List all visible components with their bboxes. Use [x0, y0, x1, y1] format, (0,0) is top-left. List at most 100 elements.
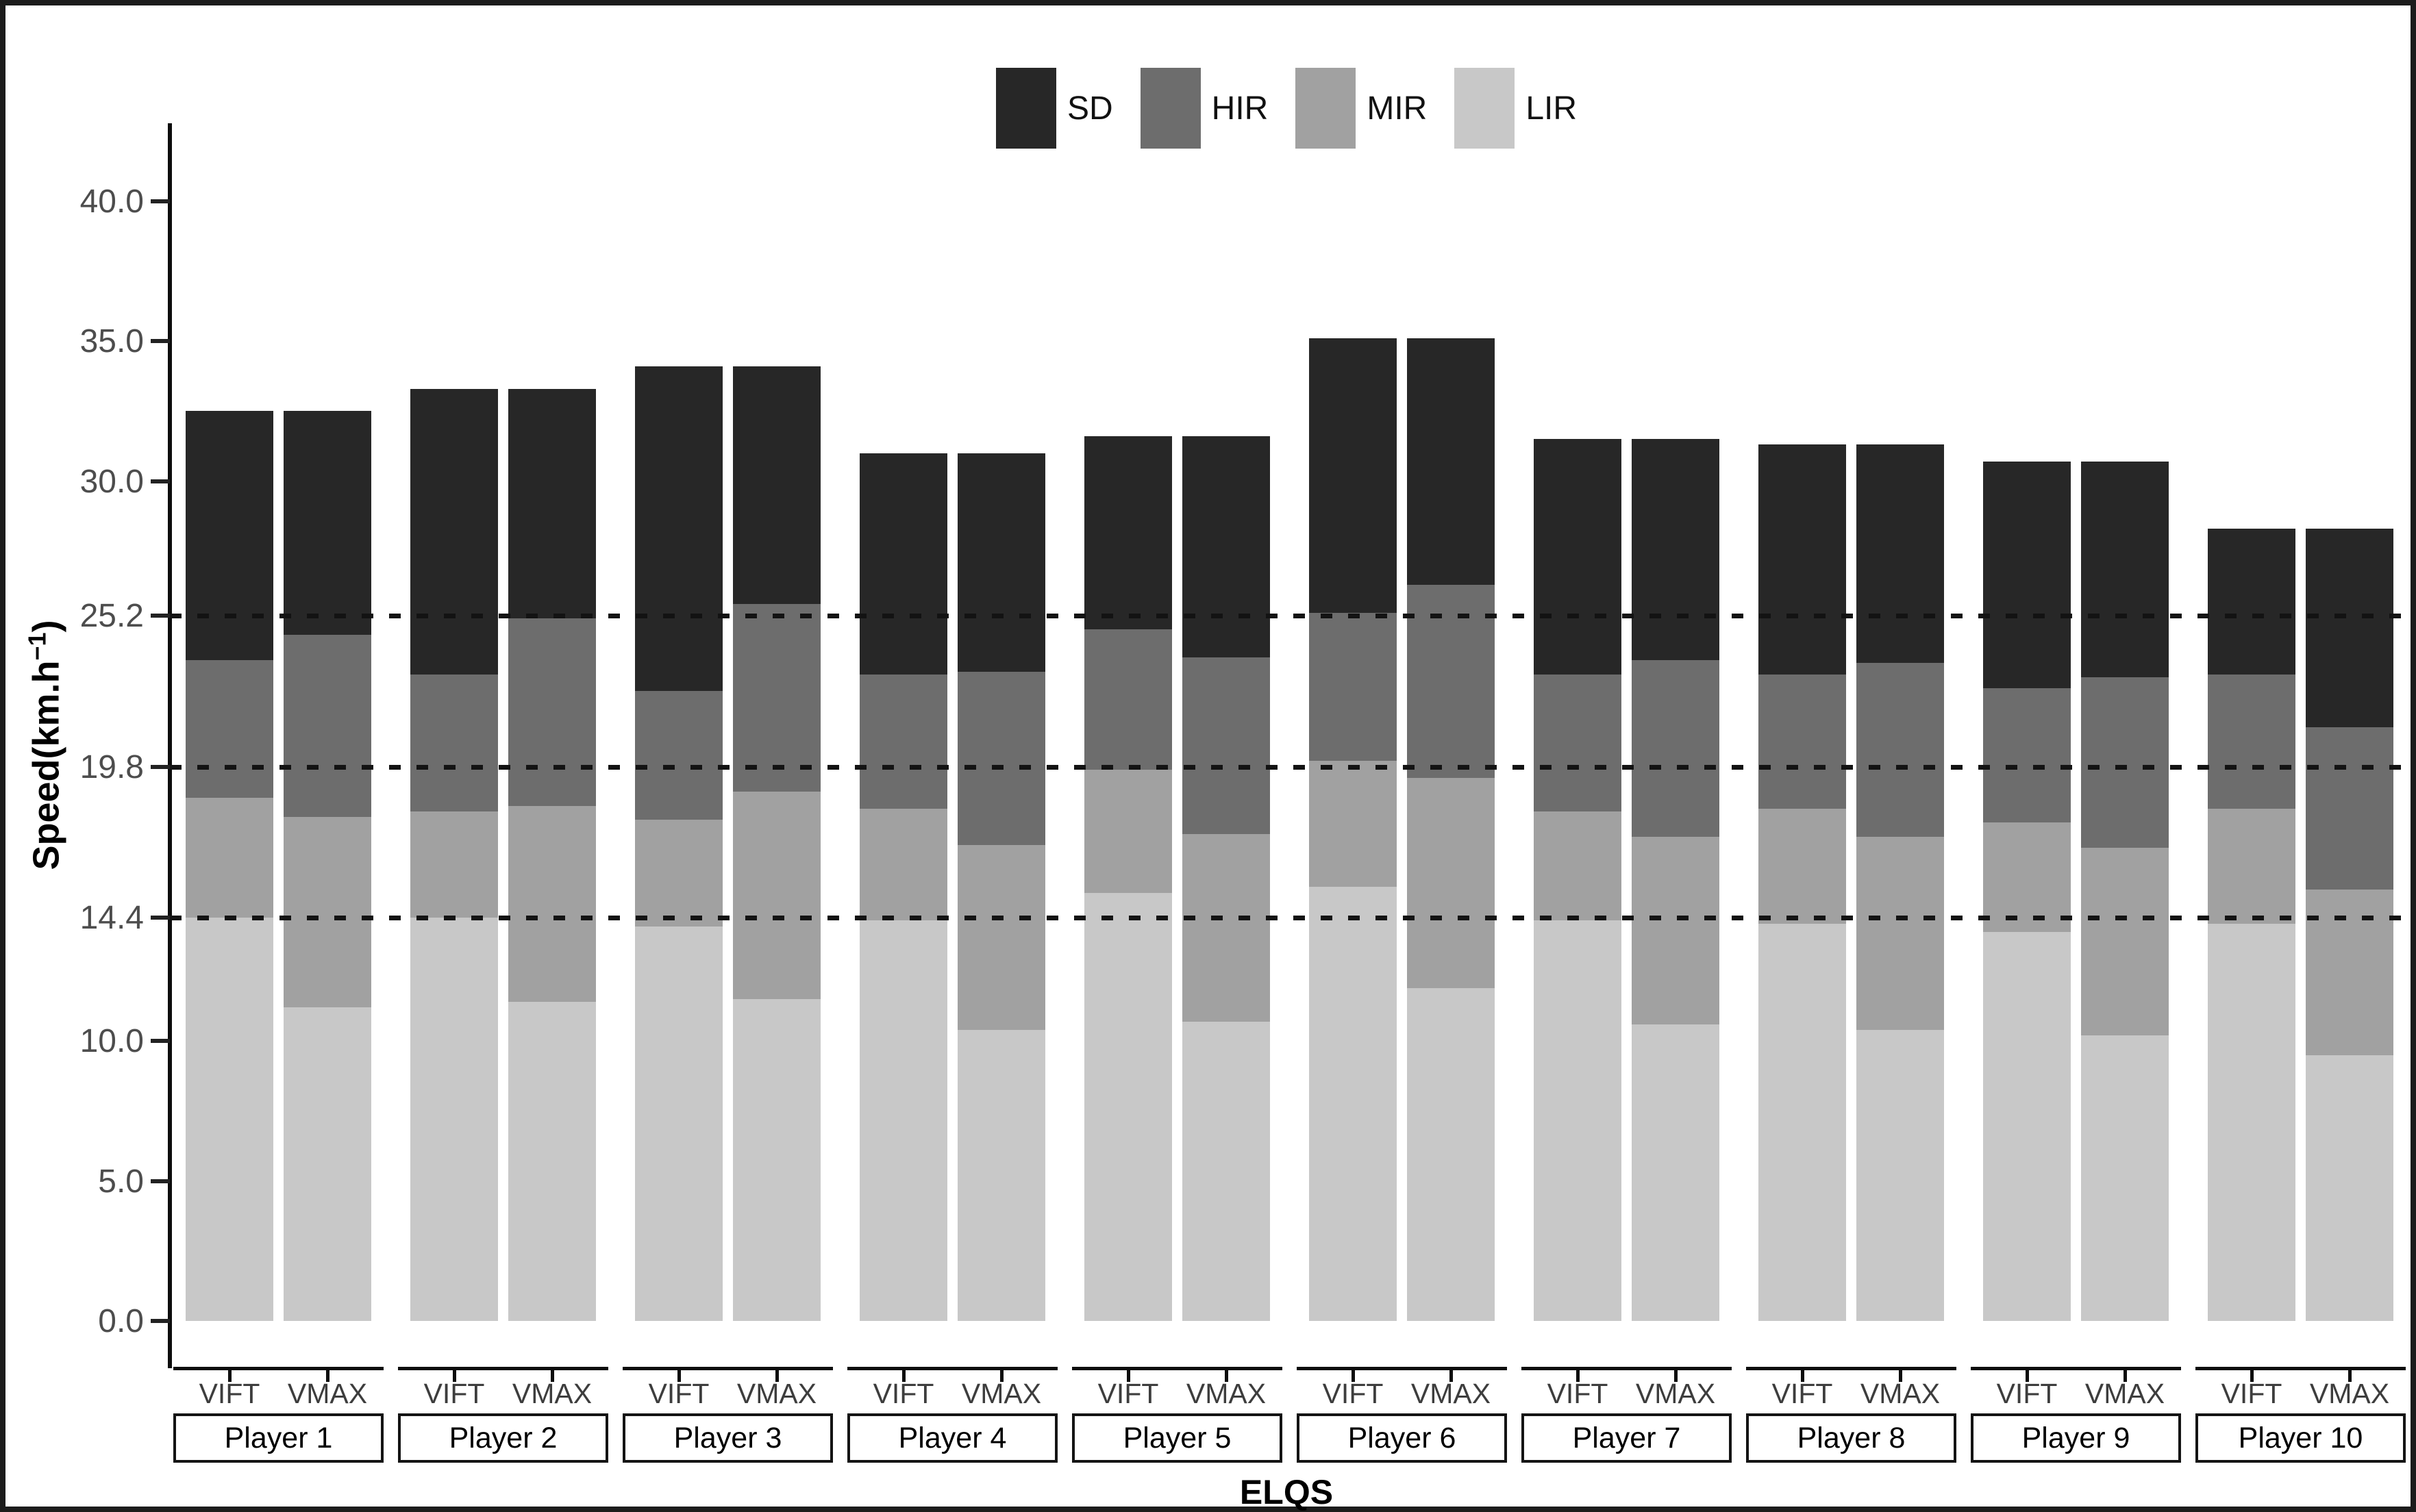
bar-segment-lir [1309, 887, 1397, 1321]
bar-segment-sd [1758, 444, 1846, 675]
facet-axis-tick [1899, 1367, 1902, 1382]
player-strip-box: Player 6 [1297, 1413, 1507, 1463]
player-strip-box: Player 9 [1971, 1413, 2181, 1463]
y-axis-tick-label: 19.8 [79, 748, 144, 785]
facet-axis-tick [228, 1367, 232, 1382]
y-axis-tick [151, 916, 170, 920]
player-strip-label: Player 3 [673, 1421, 782, 1454]
bar-vift-player-7 [1534, 439, 1621, 1321]
player-strip-label: Player 6 [1347, 1421, 1456, 1454]
player-strip-label: Player 10 [2238, 1421, 2363, 1454]
player-strip-box: Player 5 [1072, 1413, 1282, 1463]
x-axis-bar-label: VIFT [1322, 1378, 1384, 1409]
player-strip-label: Player 1 [224, 1421, 333, 1454]
y-axis-tick [151, 1319, 170, 1323]
bar-segment-mir [1407, 777, 1495, 988]
bar-segment-mir [2081, 848, 2169, 1036]
bar-segment-hir [2208, 674, 2295, 809]
bar-segment-sd [1632, 439, 1719, 661]
bar-segment-hir [1084, 629, 1172, 770]
player-strip-box: Player 1 [173, 1413, 384, 1463]
facet-axis-tick [775, 1367, 779, 1382]
bar-segment-mir [1084, 769, 1172, 893]
bar-segment-lir [1534, 920, 1621, 1321]
bar-segment-lir [508, 1001, 596, 1321]
bar-segment-mir [1632, 836, 1719, 1024]
facet-axis-tick [902, 1367, 906, 1382]
bar-vmax-player-6 [1407, 338, 1495, 1321]
x-axis-bar-label: VMAX [1186, 1378, 1267, 1409]
bar-segment-sd [1084, 436, 1172, 630]
bar-segment-sd [860, 453, 947, 675]
bar-segment-sd [410, 388, 498, 675]
x-axis-bar-label: VIFT [199, 1378, 260, 1409]
bar-segment-lir [1182, 1021, 1270, 1321]
bar-segment-mir [410, 811, 498, 918]
plot-area: 0.0 5.0 10.0 14.4 19.8 25.2 30.0 35.0 40.0 VIFT VM… [5, 5, 2411, 1507]
bar-segment-hir [410, 674, 498, 811]
legend-item-sd: SD [995, 68, 1113, 149]
facet-axis-line [1971, 1367, 2181, 1370]
y-axis-tick [151, 479, 170, 483]
facet-axis-tick [2124, 1367, 2127, 1382]
bar-segment-lir [2306, 1055, 2393, 1321]
bar-segment-lir [1632, 1024, 1719, 1321]
x-axis-bar-label: VMAX [287, 1378, 368, 1409]
bar-segment-lir [186, 918, 273, 1321]
bar-segment-hir [1309, 612, 1397, 761]
facet-axis-line [1297, 1367, 1507, 1370]
facet-axis-line [398, 1367, 608, 1370]
legend-item-hir: HIR [1140, 68, 1269, 149]
legend-label-hir: HIR [1211, 90, 1269, 127]
x-axis-bar-label: VIFT [1771, 1378, 1833, 1409]
bar-segment-mir [958, 845, 1045, 1030]
bar-vmax-player-4 [958, 453, 1045, 1321]
bar-vift-player-1 [186, 411, 273, 1321]
y-axis-tick-label: 14.4 [79, 900, 144, 937]
bar-segment-sd [1534, 439, 1621, 675]
bar-vmax-player-5 [1182, 436, 1270, 1321]
legend-swatch-mir [1295, 68, 1356, 149]
bar-segment-mir [186, 797, 273, 918]
bar-segment-mir [284, 817, 371, 1008]
legend-swatch-hir [1140, 68, 1201, 149]
bar-vift-player-9 [1983, 461, 2071, 1321]
player-strip-box: Player 2 [398, 1413, 608, 1463]
bar-segment-mir [635, 820, 723, 927]
facet-axis-tick [1674, 1367, 1678, 1382]
x-axis-bar-label: VMAX [1410, 1378, 1491, 1409]
bar-segment-mir [2208, 808, 2295, 924]
bar-segment-lir [1983, 931, 2071, 1321]
x-axis-bar-label: VMAX [2309, 1378, 2390, 1409]
facet-axis-tick [453, 1367, 456, 1382]
bar-vmax-player-10 [2306, 529, 2393, 1321]
legend-item-lir: LIR [1454, 68, 1577, 149]
player-strip-label: Player 2 [449, 1421, 558, 1454]
bar-vmax-player-1 [284, 411, 371, 1321]
facet-axis-line [623, 1367, 833, 1370]
bar-segment-hir [1534, 674, 1621, 811]
facet-axis-line [1521, 1367, 1732, 1370]
bar-segment-lir [1856, 1029, 1944, 1321]
y-axis-tick-label: 40.0 [79, 183, 144, 220]
facet-axis-tick [2250, 1367, 2254, 1382]
player-strip-label: Player 9 [2021, 1421, 2130, 1454]
bar-segment-sd [635, 366, 723, 692]
y-axis-tick-label: 35.0 [79, 323, 144, 360]
facet-axis-tick [1000, 1367, 1004, 1382]
bar-segment-mir [1856, 836, 1944, 1030]
facet-axis-tick [1225, 1367, 1228, 1382]
bar-segment-hir [860, 674, 947, 809]
x-axis-bar-label: VMAX [736, 1378, 817, 1409]
x-axis-bar-label: VMAX [512, 1378, 593, 1409]
bar-vift-player-10 [2208, 529, 2295, 1321]
x-axis-title: ELQS [1239, 1473, 1334, 1511]
y-axis-tick [151, 1179, 170, 1183]
facet-axis-tick [677, 1367, 681, 1382]
facet-axis-line [1072, 1367, 1282, 1370]
bar-segment-lir [284, 1007, 371, 1321]
bar-segment-sd [2306, 529, 2393, 728]
bar-segment-hir [1182, 657, 1270, 834]
bar-segment-hir [186, 660, 273, 798]
y-axis-tick [151, 1039, 170, 1044]
